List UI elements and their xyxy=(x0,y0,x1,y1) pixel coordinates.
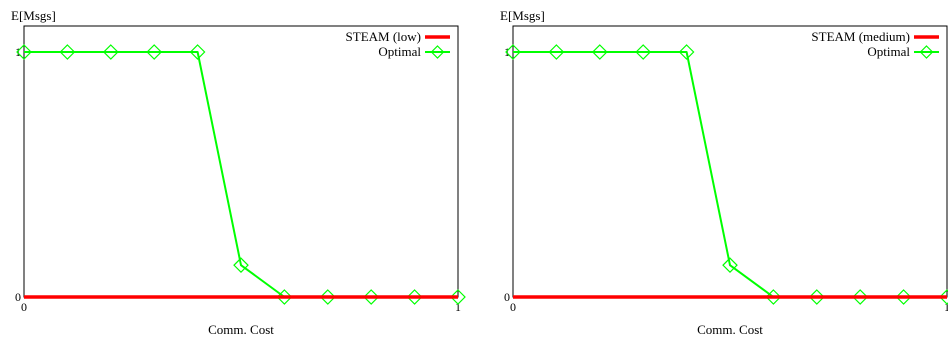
data-point-optimal xyxy=(363,289,380,305)
chart-panel-1: E[Msgs] 0 1 0 1 Comm. Cost STEAM (low)Optimal xyxy=(11,8,466,337)
y-tick-label: 0 xyxy=(504,290,510,304)
plot-frame xyxy=(23,25,459,298)
data-point-optimal xyxy=(939,289,948,305)
series-line-optimal xyxy=(513,51,947,298)
y-axis-label: E[Msgs] xyxy=(11,8,56,23)
data-point-optimal xyxy=(233,257,249,273)
data-point-optimal xyxy=(678,44,695,60)
y-tick-label: 1 xyxy=(15,45,21,59)
data-point-optimal xyxy=(505,44,521,60)
legend-label: STEAM (low) xyxy=(346,29,421,44)
legend-marker xyxy=(430,45,445,59)
x-tick-label: 1 xyxy=(455,300,461,314)
data-point-optimal xyxy=(406,289,423,305)
legend-label: Optimal xyxy=(867,44,910,59)
x-axis-label: Comm. Cost xyxy=(697,322,763,337)
data-point-optimal xyxy=(852,289,869,305)
x-axis-label: Comm. Cost xyxy=(208,322,274,337)
data-point-optimal xyxy=(895,289,912,305)
x-tick-label: 0 xyxy=(21,300,27,314)
legend-marker xyxy=(919,45,934,59)
series-line-optimal xyxy=(24,51,458,298)
data-point-optimal xyxy=(591,44,608,60)
data-point-optimal xyxy=(319,289,336,305)
data-point-optimal xyxy=(276,289,293,305)
data-point-optimal xyxy=(808,289,825,305)
x-tick-label: 1 xyxy=(944,300,948,314)
x-tick-label: 0 xyxy=(510,300,516,314)
data-point-optimal xyxy=(765,289,782,305)
data-point-optimal xyxy=(548,44,565,60)
data-point-optimal xyxy=(59,44,76,60)
data-point-optimal xyxy=(450,289,466,305)
data-point-optimal xyxy=(189,44,206,60)
y-tick-label: 1 xyxy=(504,45,510,59)
legend-label: Optimal xyxy=(378,44,421,59)
plot-frame xyxy=(512,25,948,298)
chart-panel-2: E[Msgs] 0 1 0 1 Comm. Cost STEAM (medium)Optim… xyxy=(500,8,948,337)
data-point-optimal xyxy=(635,44,652,60)
legend-label: STEAM (medium) xyxy=(811,29,910,44)
data-point-optimal xyxy=(722,257,738,273)
data-point-optimal xyxy=(146,44,163,60)
y-tick-label: 0 xyxy=(15,290,21,304)
data-point-optimal xyxy=(16,44,32,60)
y-axis-label: E[Msgs] xyxy=(500,8,545,23)
data-point-optimal xyxy=(102,44,119,60)
